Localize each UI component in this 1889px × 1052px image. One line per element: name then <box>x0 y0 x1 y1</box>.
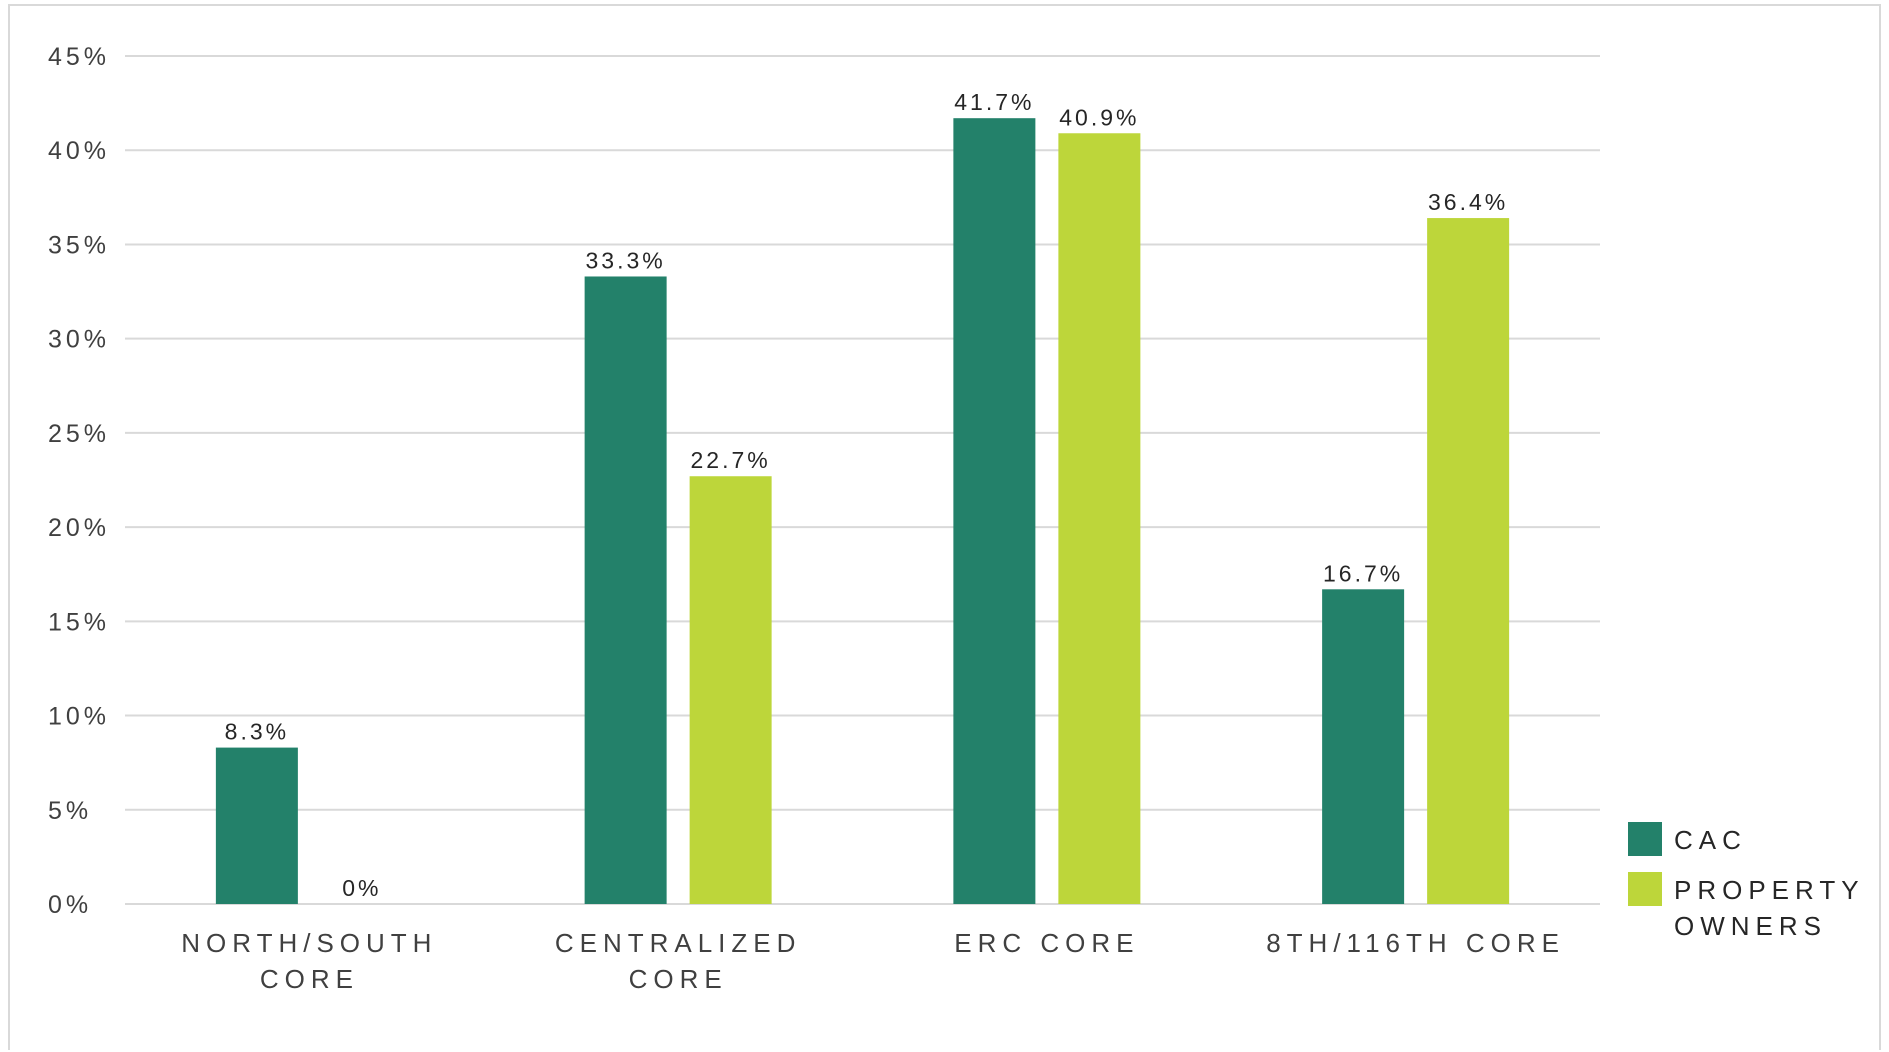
legend-label: PROPERTY <box>1674 875 1865 905</box>
legend-label: CAC <box>1674 825 1747 855</box>
y-tick-label: 5% <box>48 797 92 825</box>
data-label: 22.7% <box>691 447 771 473</box>
y-tick-label: 40% <box>48 137 110 165</box>
data-labels: 8.3% 0% 33.3% 22.7% 41.7% 40.9% 16.7% 36.4% <box>225 89 1508 901</box>
y-tick-label: 20% <box>48 514 110 542</box>
y-tick-label: 10% <box>48 703 110 731</box>
y-tick-label: 0% <box>48 891 92 919</box>
grid-lines <box>125 55 1600 905</box>
bar-property-owners <box>1427 218 1510 904</box>
bar-cac <box>953 118 1036 905</box>
data-label: 33.3% <box>586 247 666 273</box>
category-labels: NORTH/SOUTH CORE CENTRALIZED CORE ERC CORE 8T… <box>181 928 1565 994</box>
chart-frame: 0% 5% 10% 15% 20% 25% 30% 35% 40% 45% 8.3% 0% 33.3%… <box>8 4 1881 1050</box>
y-tick-label: 30% <box>48 326 110 354</box>
category-label: NORTH/SOUTH <box>181 928 437 958</box>
category-label: ERC CORE <box>954 928 1139 958</box>
data-label: 16.7% <box>1323 560 1403 586</box>
data-label: 8.3% <box>225 719 289 745</box>
data-label: 40.9% <box>1059 104 1139 130</box>
data-label: 41.7% <box>954 89 1034 115</box>
y-tick-label: 35% <box>48 231 110 259</box>
bars <box>215 118 1510 905</box>
category-label: CORE <box>629 964 728 994</box>
bar-cac <box>1322 589 1405 904</box>
data-label: 36.4% <box>1428 189 1508 215</box>
legend-label: OWNERS <box>1674 911 1827 941</box>
y-tick-label: 45% <box>48 43 110 71</box>
category-label: CORE <box>260 964 359 994</box>
y-axis-ticks: 0% 5% 10% 15% 20% 25% 30% 35% 40% 45% <box>48 43 110 919</box>
category-label: 8TH/116TH CORE <box>1266 928 1565 958</box>
bar-chart: 0% 5% 10% 15% 20% 25% 30% 35% 40% 45% 8.3% 0% 33.3%… <box>48 43 1865 994</box>
legend-swatch <box>1628 872 1662 906</box>
legend-swatch <box>1628 822 1662 856</box>
category-label: CENTRALIZED <box>555 928 802 958</box>
bar-cac <box>584 276 667 905</box>
bar-cac <box>215 747 298 904</box>
bar-property-owners <box>689 476 772 904</box>
legend: CAC PROPERTY OWNERS <box>1628 822 1865 941</box>
data-label: 0% <box>342 875 381 901</box>
y-tick-label: 25% <box>48 420 110 448</box>
y-tick-label: 15% <box>48 608 110 636</box>
bar-property-owners <box>1058 133 1141 905</box>
